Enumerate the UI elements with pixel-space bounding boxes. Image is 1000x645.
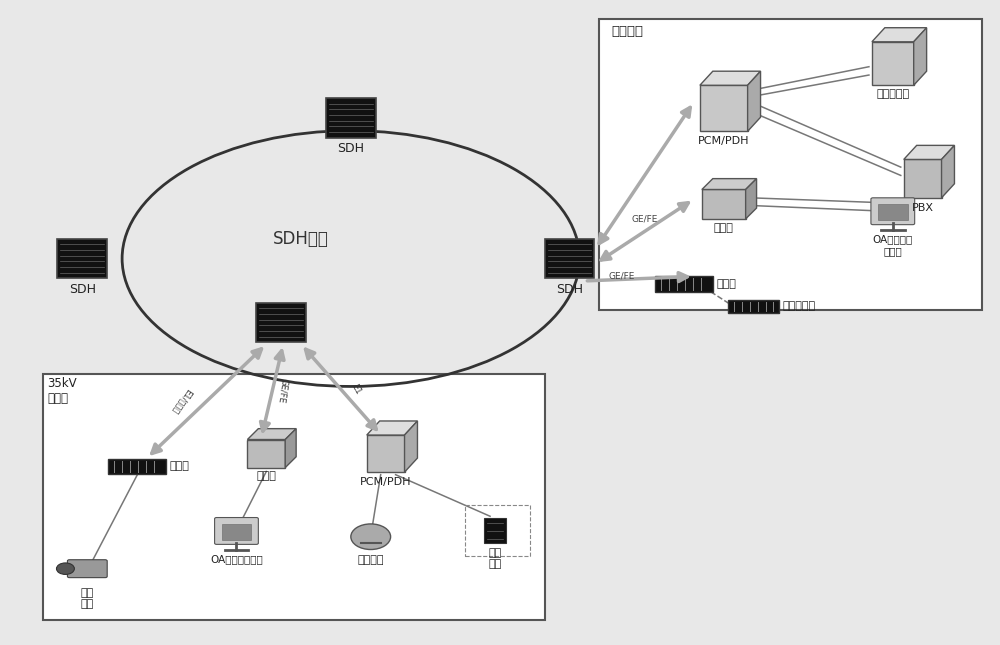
Polygon shape [914, 28, 927, 85]
FancyBboxPatch shape [700, 85, 748, 132]
Text: 35kV
变电站: 35kV 变电站 [48, 377, 77, 405]
Text: OA、办公等
服务器: OA、办公等 服务器 [873, 234, 913, 256]
FancyBboxPatch shape [872, 42, 914, 85]
FancyBboxPatch shape [367, 435, 405, 472]
FancyBboxPatch shape [484, 517, 506, 543]
Polygon shape [367, 421, 417, 435]
Text: 交换机: 交换机 [256, 471, 276, 481]
Polygon shape [285, 429, 296, 468]
Text: GE/FE: GE/FE [632, 215, 658, 224]
Polygon shape [702, 179, 757, 190]
Text: 远动服务器: 远动服务器 [876, 89, 909, 99]
Text: PBX: PBX [912, 203, 934, 213]
Text: GE/FE: GE/FE [608, 272, 635, 281]
FancyBboxPatch shape [247, 439, 285, 468]
FancyBboxPatch shape [545, 239, 594, 279]
Text: 路由器: 路由器 [717, 279, 737, 289]
FancyBboxPatch shape [108, 459, 166, 474]
FancyBboxPatch shape [599, 19, 982, 310]
Text: SDH: SDH [556, 283, 583, 296]
Text: 远动
系统: 远动 系统 [488, 548, 502, 569]
Text: E1: E1 [349, 382, 362, 396]
Circle shape [351, 524, 391, 550]
FancyBboxPatch shape [702, 190, 746, 219]
Polygon shape [872, 28, 927, 42]
Text: PCM/PDH: PCM/PDH [698, 136, 750, 146]
Polygon shape [904, 145, 954, 159]
Text: 视频
监控: 视频 监控 [81, 588, 94, 610]
Text: OA、办公系统等: OA、办公系统等 [210, 554, 263, 564]
Polygon shape [405, 421, 417, 472]
Text: SDH: SDH [337, 142, 364, 155]
Text: 调度中心: 调度中心 [611, 25, 643, 38]
FancyBboxPatch shape [256, 303, 306, 342]
FancyBboxPatch shape [878, 204, 908, 220]
FancyBboxPatch shape [655, 277, 713, 292]
Text: 交换机: 交换机 [714, 223, 734, 233]
Polygon shape [746, 179, 757, 219]
Text: 路由器: 路由器 [170, 461, 190, 471]
FancyBboxPatch shape [326, 98, 376, 137]
FancyBboxPatch shape [57, 239, 107, 279]
Text: SDH: SDH [69, 283, 96, 296]
FancyBboxPatch shape [222, 524, 251, 540]
Text: 视频服务器: 视频服务器 [782, 301, 816, 312]
Polygon shape [247, 429, 296, 439]
Polygon shape [700, 71, 761, 85]
Polygon shape [942, 145, 954, 198]
Text: 调度电话: 调度电话 [357, 555, 384, 564]
FancyBboxPatch shape [904, 159, 942, 198]
FancyBboxPatch shape [871, 198, 915, 224]
Text: GE/FE: GE/FE [276, 378, 289, 404]
FancyBboxPatch shape [215, 517, 258, 544]
Text: SDH环网: SDH环网 [273, 230, 329, 248]
Circle shape [56, 563, 74, 575]
Text: PCM/PDH: PCM/PDH [360, 477, 411, 487]
FancyBboxPatch shape [43, 373, 545, 620]
FancyBboxPatch shape [728, 300, 779, 313]
Text: E1/以太网: E1/以太网 [170, 387, 193, 415]
FancyBboxPatch shape [67, 560, 107, 578]
Polygon shape [748, 71, 761, 132]
